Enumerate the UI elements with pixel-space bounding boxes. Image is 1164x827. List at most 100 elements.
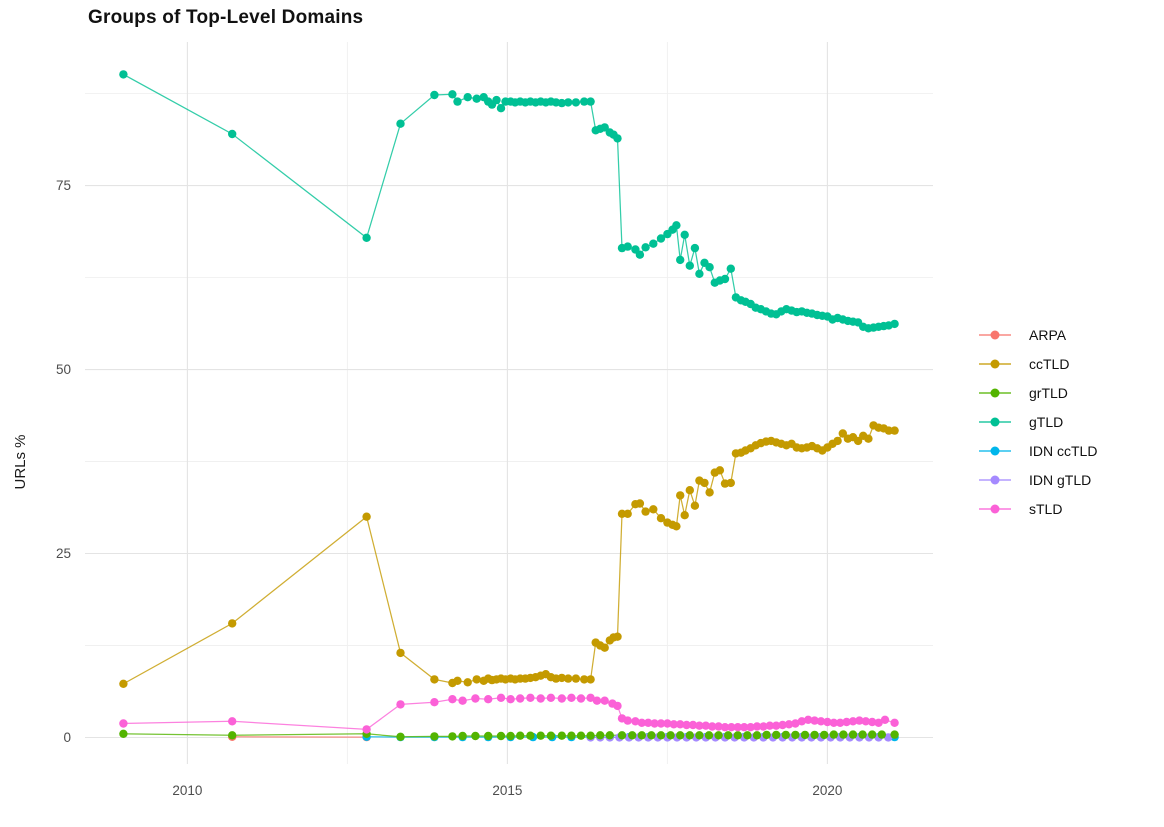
data-point [829,718,838,727]
data-point [746,723,755,732]
data-point [705,263,714,272]
data-point [778,720,787,730]
legend-key-icon [979,388,1011,397]
data-point [430,675,439,684]
data-point [526,731,535,740]
legend-key-icon [979,330,1011,339]
data-point [471,731,480,741]
data-point [714,722,723,731]
data-point [720,274,730,284]
legend-item-grtld: grTLD [978,378,1097,407]
data-point [613,632,622,641]
data-point [864,434,873,443]
legend-key-dot [990,359,1000,368]
data-point [848,717,858,726]
data-point [228,619,237,628]
data-point [672,221,681,230]
data-point [656,234,666,243]
data-point [656,731,666,740]
legend-item-idn-cctld: IDN ccTLD [978,436,1097,465]
data-point [119,719,128,728]
data-point [641,243,650,252]
legend-item-label: IDN ccTLD [1029,442,1098,459]
legend-item-label: ccTLD [1029,355,1070,372]
data-point [592,696,602,705]
data-point [848,730,858,739]
data-point [506,731,515,741]
data-point [458,731,467,741]
data-point [791,719,800,728]
data-point [880,715,890,724]
gridlines-minor [85,42,933,764]
data-point [472,94,481,103]
legend-key-dot [990,475,1000,484]
data-point [571,98,581,107]
y-tick-label: 0 [63,730,71,745]
legend-item-stld: sTLD [978,494,1097,523]
data-point [701,721,710,730]
series-points-grtld [119,729,899,741]
data-point [119,70,128,79]
data-point [600,696,609,705]
data-point [890,718,899,727]
data-point [781,730,790,740]
data-point [855,716,864,725]
data-point [727,723,736,732]
data-point [228,731,237,740]
data-point [647,731,656,740]
data-point [637,718,646,727]
data-point [762,730,771,740]
data-point [623,716,632,725]
data-point [644,718,653,727]
data-point [663,719,672,728]
data-point [571,674,581,683]
data-point [484,731,493,741]
data-point [685,261,694,270]
series-points-cctld [119,421,899,688]
data-point [700,478,709,488]
data-point [635,499,645,508]
data-point [688,720,698,730]
data-point [453,676,462,685]
data-point [586,693,595,702]
data-point [396,648,405,658]
legend-key-icon [979,417,1011,426]
data-point [877,730,886,739]
data-point [733,723,742,732]
data-point [463,678,472,687]
data-point [884,426,893,435]
data-point [784,720,794,729]
data-point [472,675,481,684]
legend-key-dot [990,504,1000,513]
chart-title: Groups of Top-Level Domains [88,7,364,28]
series-lines [123,73,895,739]
data-point [797,717,806,726]
data-point [516,731,525,740]
data-point [858,730,867,739]
data-point [743,731,752,740]
data-point [839,730,848,739]
data-point [714,731,723,740]
data-point [580,97,589,106]
data-point [649,505,658,514]
data-point [635,250,645,259]
data-point [448,695,457,704]
data-point [586,731,595,740]
data-point [576,694,586,703]
data-point [669,720,678,729]
data-point [676,255,685,265]
data-point [463,93,472,102]
data-point [576,731,586,740]
data-point [650,719,659,728]
data-point [586,97,595,106]
data-point [733,731,742,740]
data-point [890,426,899,435]
data-point [695,721,704,730]
data-point [492,95,501,105]
data-point [536,694,545,703]
x-tick-label: 2010 [172,783,202,798]
data-point [708,722,717,731]
y-tick-label: 25 [56,546,71,561]
data-point [838,429,847,438]
data-point [471,694,480,703]
